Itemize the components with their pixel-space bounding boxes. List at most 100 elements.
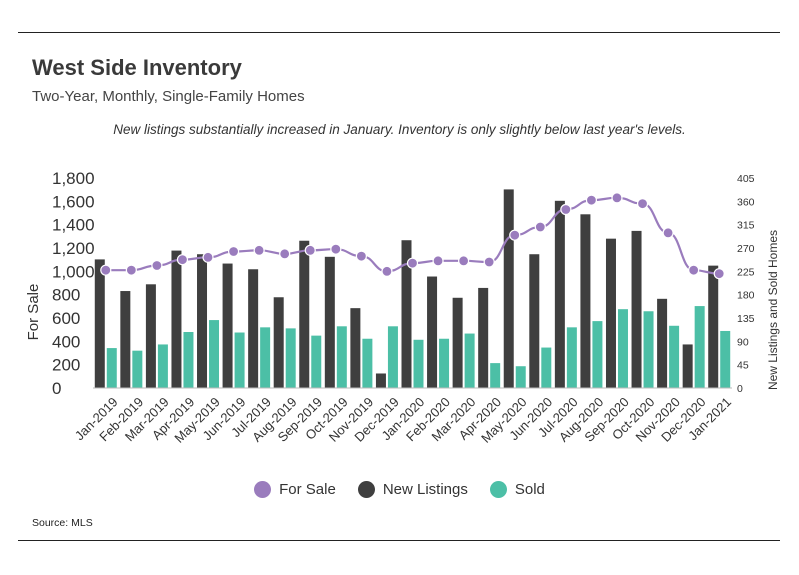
right-axis-tick: 360: [737, 196, 755, 208]
right-axis-tick: 45: [737, 360, 749, 372]
point-for-sale: [202, 251, 214, 263]
right-axis-tick: 0: [737, 383, 743, 395]
point-for-sale: [406, 257, 419, 269]
bar-sold: [132, 350, 143, 388]
bar-new-listings: [197, 254, 208, 388]
right-axis-tick: 90: [737, 336, 749, 348]
bar-sold: [209, 320, 220, 388]
bar-new-listings: [554, 200, 565, 388]
legend-label-sold: Sold: [514, 481, 545, 498]
right-axis-label: New Listings and Sold Homes: [766, 230, 780, 390]
bar-new-listings: [324, 256, 335, 388]
point-for-sale: [509, 229, 521, 241]
left-axis-tick: 1,600: [52, 192, 95, 211]
bar-sold: [439, 338, 450, 388]
point-for-sale: [458, 255, 470, 267]
bar-new-listings: [529, 254, 540, 388]
bar-new-listings: [427, 276, 438, 388]
bottom-rule: [18, 540, 780, 541]
point-for-sale: [483, 256, 495, 268]
bar-new-listings: [171, 250, 182, 388]
right-axis-tick: 405: [737, 173, 755, 185]
point-for-sale: [381, 265, 393, 277]
bar-new-listings: [120, 291, 131, 388]
bar-new-listings: [708, 265, 719, 388]
bar-sold: [669, 325, 680, 388]
legend-label-for-sale: For Sale: [279, 481, 336, 498]
point-for-sale: [100, 264, 112, 276]
point-for-sale: [713, 268, 725, 280]
point-for-sale: [585, 194, 598, 206]
bar-new-listings: [478, 287, 489, 388]
point-for-sale: [560, 203, 572, 216]
bar-sold: [234, 332, 245, 388]
bar-sold: [311, 335, 322, 388]
point-for-sale: [125, 264, 137, 276]
left-axis-tick: 0: [52, 379, 61, 398]
bar-sold: [157, 344, 168, 388]
bar-sold: [387, 326, 398, 388]
point-for-sale: [151, 259, 163, 272]
source-note: Source: MLS: [32, 517, 93, 529]
top-rule: [18, 32, 780, 33]
bar-sold: [592, 321, 603, 388]
legend-item-sold[interactable]: Sold: [489, 481, 545, 498]
point-for-sale: [330, 243, 342, 255]
bar-sold: [566, 327, 577, 388]
left-axis-tick: 200: [52, 356, 80, 375]
bar-sold: [541, 347, 552, 388]
point-for-sale: [304, 244, 316, 256]
bar-sold: [515, 366, 526, 388]
bar-sold: [106, 348, 117, 388]
point-for-sale: [253, 244, 265, 256]
bar-new-listings: [452, 297, 463, 388]
point-for-sale: [355, 250, 367, 262]
left-axis-tick: 1,800: [52, 169, 95, 188]
right-axis-tick: 225: [737, 266, 755, 278]
point-for-sale: [176, 254, 189, 266]
point-for-sale: [688, 264, 700, 276]
bar-sold: [720, 330, 731, 388]
bar-sold: [464, 333, 475, 388]
chart-title: West Side Inventory: [32, 55, 242, 80]
bar-sold: [336, 326, 347, 388]
bar-new-listings: [94, 259, 105, 388]
bar-new-listings: [682, 344, 693, 388]
chart-annotation: New listings substantially increased in …: [113, 122, 686, 137]
bar-sold: [413, 339, 424, 388]
right-axis-tick: 135: [737, 313, 755, 325]
legend-swatch-sold: [489, 481, 507, 498]
legend-item-for-sale[interactable]: For Sale: [254, 481, 336, 498]
point-for-sale: [611, 192, 623, 204]
legend-item-new-listings[interactable]: New Listings: [357, 481, 468, 498]
bar-new-listings: [222, 263, 233, 388]
bar-sold: [490, 363, 501, 388]
bar-new-listings: [375, 373, 386, 388]
left-axis-tick: 1,000: [52, 262, 95, 281]
right-axis-tick: 270: [737, 243, 755, 255]
bar-new-listings: [401, 240, 412, 388]
bar-new-listings: [605, 238, 616, 388]
bar-new-listings: [273, 297, 284, 388]
bar-new-listings: [350, 308, 361, 388]
point-for-sale: [279, 248, 291, 260]
bar-sold: [643, 311, 654, 388]
legend-label-new-listings: New Listings: [382, 481, 468, 498]
bar-new-listings: [503, 189, 514, 388]
bar-new-listings: [580, 214, 591, 388]
bar-sold: [285, 328, 296, 388]
legend-swatch-new-listings: [357, 481, 375, 498]
left-axis-tick: 1,400: [52, 216, 95, 235]
point-for-sale: [662, 227, 674, 239]
bar-sold: [694, 306, 705, 388]
bar-new-listings: [248, 269, 259, 388]
chart-legend: For Sale New Listings Sold: [0, 481, 799, 498]
bar-new-listings: [631, 230, 642, 388]
left-axis-tick: 800: [52, 286, 80, 305]
left-axis-tick: 600: [52, 309, 80, 328]
bar-new-listings: [657, 298, 668, 388]
bar-new-listings: [145, 284, 156, 388]
point-for-sale: [227, 245, 240, 258]
bar-sold: [260, 327, 271, 388]
